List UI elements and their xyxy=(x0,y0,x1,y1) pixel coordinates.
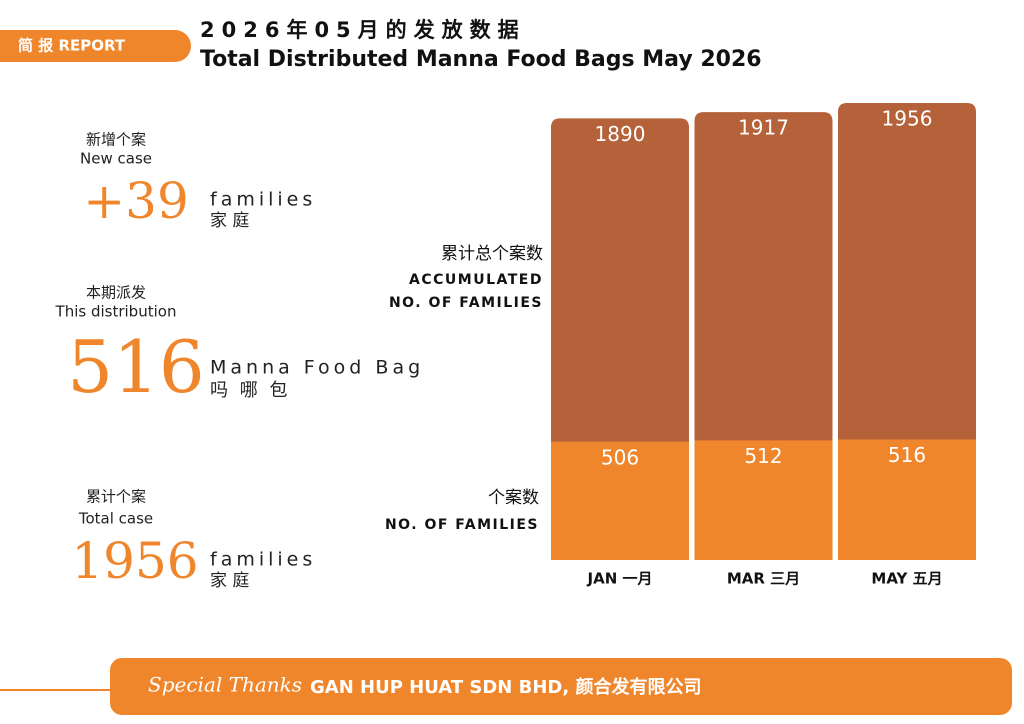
stat-unit-zh: 家 庭 xyxy=(210,571,249,591)
bar xyxy=(694,440,833,560)
stat-value: +39 xyxy=(83,172,189,230)
stat-label-zh: 新增个案 xyxy=(86,131,146,149)
series-label: 个案数 xyxy=(488,488,539,508)
stat: 累计个案 Total case 1956 families 家 庭 xyxy=(71,488,316,592)
stat: 本期派发 This distribution 516 Manna Food Ba… xyxy=(55,284,424,410)
value-label: 506 xyxy=(601,445,639,469)
series-label: 累计总个案数 xyxy=(441,244,543,264)
stat-unit-zh: 家 庭 xyxy=(210,211,249,231)
value-label: 512 xyxy=(744,444,782,468)
title-zh: 2026年05月的发放数据 xyxy=(200,18,526,42)
series-label-en: NO. OF FAMILIES xyxy=(385,517,539,533)
x-tick-label: JAN 一月 xyxy=(587,570,653,588)
series-label-en: ACCUMULATED xyxy=(409,272,543,288)
x-tick-label: MAR 三月 xyxy=(727,570,800,588)
stat-label-zh: 本期派发 xyxy=(86,284,146,302)
thanks: Special Thanks xyxy=(148,673,302,697)
badge-bg xyxy=(0,30,191,62)
stat-label-en: New case xyxy=(80,150,152,168)
value-label: 1956 xyxy=(882,107,933,131)
stat-value: 1956 xyxy=(71,532,198,590)
stat-label-en: This distribution xyxy=(55,303,177,321)
stat-unit-zh: 吗 哪 包 xyxy=(210,380,290,401)
stat-unit-en: Manna Food Bag xyxy=(210,357,424,379)
stat-label-zh: 累计个案 xyxy=(86,488,146,506)
stat-unit-en: families xyxy=(210,549,316,571)
value-label: 1917 xyxy=(738,116,789,140)
badge: 简 报 REPORT xyxy=(18,37,126,55)
stat-unit-en: families xyxy=(210,189,316,211)
bar xyxy=(838,439,976,560)
series-label-en: NO. OF FAMILIES xyxy=(389,295,543,311)
value-label: 1890 xyxy=(595,122,646,146)
bar xyxy=(551,441,689,560)
stat: 新增个案 New case +39 families 家 庭 xyxy=(80,131,316,232)
chart: 1890 506 JAN 一月 1917 512 MAR 三月 1956 516 MAY 五月 xyxy=(551,103,976,588)
x-tick-label: MAY 五月 xyxy=(871,570,942,588)
stat-label-en: Total case xyxy=(78,510,153,528)
title-en: Total Distributed Manna Food Bags May 20… xyxy=(200,47,762,72)
stat-value: 516 xyxy=(67,325,204,409)
value-label: 516 xyxy=(888,443,926,467)
sponsor: GAN HUP HUAT SDN BHD, 颜合发有限公司 xyxy=(310,676,701,698)
footer-bg xyxy=(110,658,1012,715)
